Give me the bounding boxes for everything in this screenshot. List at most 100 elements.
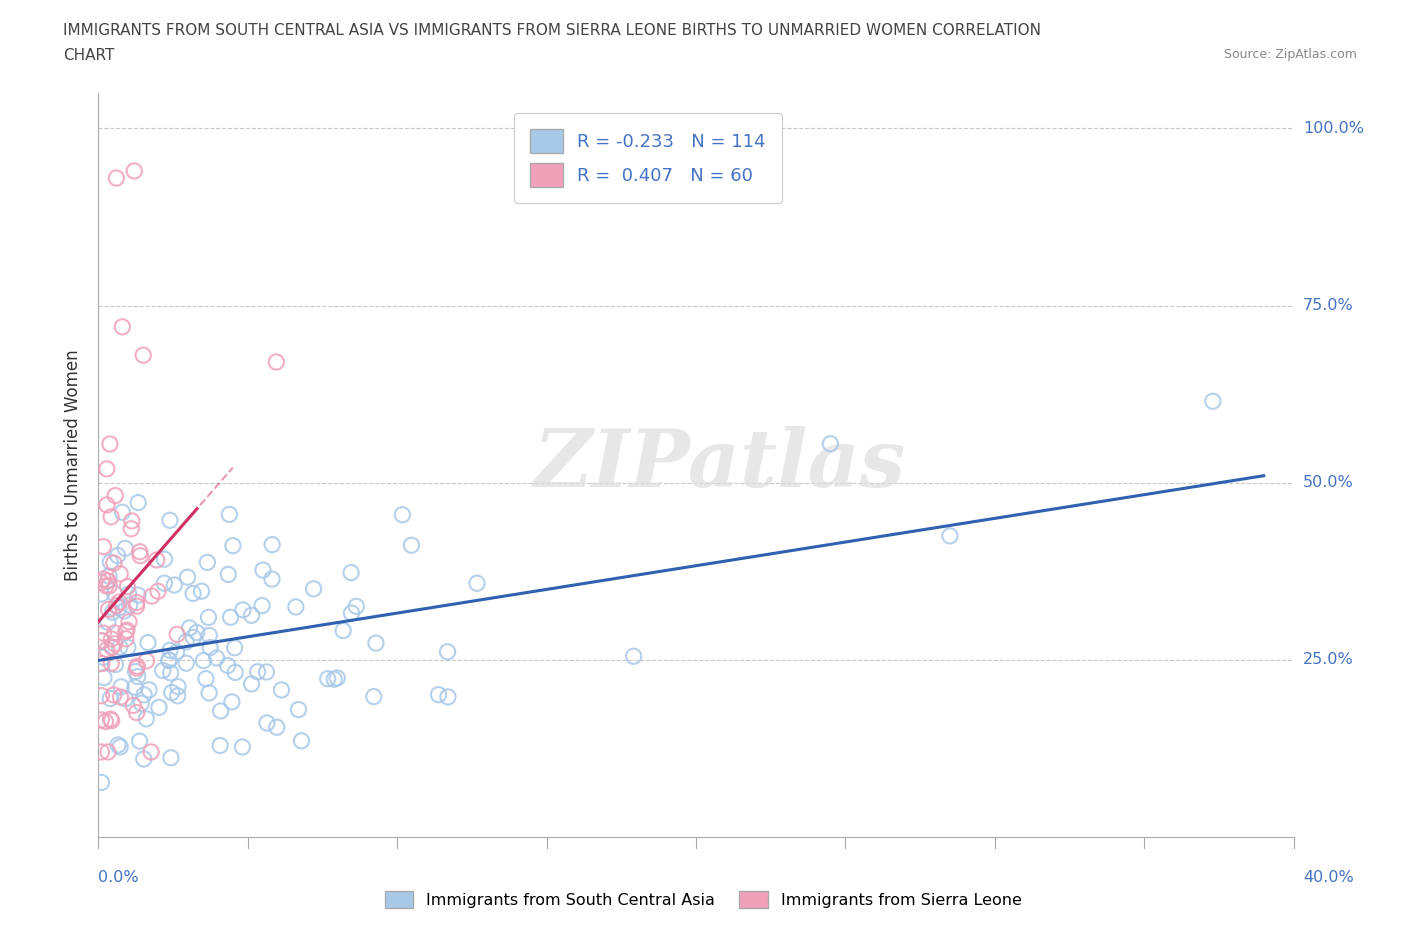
Point <box>250 598 273 613</box>
Point <box>90 745 112 760</box>
Point <box>100 656 122 671</box>
Point <box>205 650 228 665</box>
Point <box>101 640 124 655</box>
Point <box>437 689 460 704</box>
Point <box>141 745 163 760</box>
Point <box>97 745 120 760</box>
Point <box>122 698 145 713</box>
Point <box>93 539 115 554</box>
Point <box>344 599 367 614</box>
Point <box>125 599 148 614</box>
Point <box>100 711 122 726</box>
Point <box>266 720 288 735</box>
Point <box>163 578 186 592</box>
Point <box>98 554 121 569</box>
Text: Source: ZipAtlas.com: Source: ZipAtlas.com <box>1223 48 1357 61</box>
Point <box>127 669 149 684</box>
Point <box>141 589 163 604</box>
Point <box>232 603 254 618</box>
Point <box>190 584 212 599</box>
Point <box>115 631 138 646</box>
Point <box>332 623 354 638</box>
Point <box>98 436 121 451</box>
Point <box>90 775 112 790</box>
Point <box>128 734 150 749</box>
Point <box>174 656 197 671</box>
Point <box>256 665 278 680</box>
Point <box>153 576 176 591</box>
Point <box>252 563 274 578</box>
Text: 25.0%: 25.0% <box>1303 652 1354 668</box>
Text: 75.0%: 75.0% <box>1303 299 1354 313</box>
Point <box>132 751 155 766</box>
Point <box>145 552 167 567</box>
Point <box>197 555 219 570</box>
Point <box>135 711 157 726</box>
Point <box>363 689 385 704</box>
Point <box>90 575 112 590</box>
Point <box>1202 393 1225 408</box>
Legend: R = -0.233   N = 114, R =  0.407   N = 60: R = -0.233 N = 114, R = 0.407 N = 60 <box>515 113 782 203</box>
Point <box>240 676 263 691</box>
Text: 100.0%: 100.0% <box>1303 121 1364 136</box>
Point <box>125 705 148 720</box>
Point <box>939 528 962 543</box>
Point <box>135 654 157 669</box>
Point <box>129 549 152 564</box>
Point <box>138 683 160 698</box>
Point <box>197 610 219 625</box>
Point <box>222 538 245 553</box>
Point <box>260 572 283 587</box>
Point <box>114 541 136 556</box>
Point <box>96 643 118 658</box>
Point <box>340 605 363 620</box>
Point <box>231 739 253 754</box>
Point <box>160 685 183 700</box>
Point <box>124 680 146 695</box>
Point <box>166 688 188 703</box>
Point <box>159 666 181 681</box>
Point <box>240 608 263 623</box>
Point <box>146 584 169 599</box>
Point <box>160 751 183 765</box>
Point <box>103 687 125 702</box>
Point <box>94 714 117 729</box>
Point <box>167 679 190 694</box>
Point <box>118 615 141 630</box>
Point <box>128 544 150 559</box>
Point <box>224 665 246 680</box>
Point <box>124 164 146 179</box>
Text: ZIPatlas: ZIPatlas <box>534 426 905 504</box>
Point <box>198 640 221 655</box>
Point <box>326 671 349 685</box>
Point <box>166 644 188 659</box>
Point <box>198 685 221 700</box>
Point <box>287 702 309 717</box>
Point <box>218 507 240 522</box>
Point <box>153 551 176 566</box>
Point <box>107 548 129 563</box>
Point <box>90 712 112 727</box>
Point <box>820 436 842 451</box>
Point <box>112 604 135 618</box>
Point <box>179 620 201 635</box>
Point <box>132 348 155 363</box>
Point <box>176 570 198 585</box>
Point <box>108 640 131 655</box>
Point <box>97 615 120 630</box>
Point <box>104 488 127 503</box>
Point <box>224 641 246 656</box>
Point <box>93 572 115 587</box>
Point <box>270 683 292 698</box>
Y-axis label: Births to Unmarried Women: Births to Unmarried Women <box>63 349 82 581</box>
Point <box>110 690 132 705</box>
Point <box>148 700 170 715</box>
Point <box>125 661 148 676</box>
Point <box>100 713 122 728</box>
Point <box>93 626 115 641</box>
Point <box>91 650 114 665</box>
Point <box>290 734 312 749</box>
Text: 40.0%: 40.0% <box>1303 870 1354 885</box>
Point <box>103 586 125 601</box>
Point <box>90 633 112 648</box>
